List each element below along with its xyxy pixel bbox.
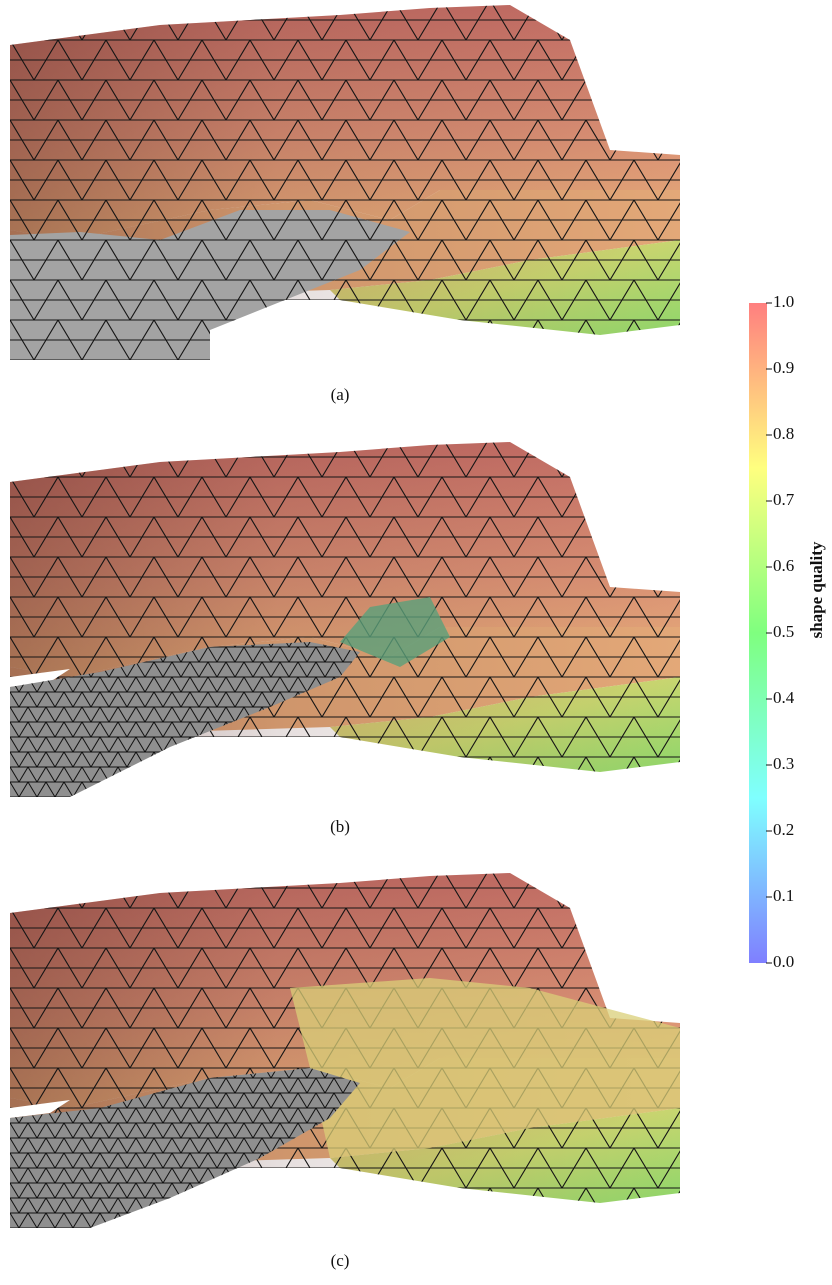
tick-label: 0.4 — [773, 688, 795, 707]
tick-label: 0.7 — [773, 490, 795, 509]
tick-label: 0.6 — [773, 556, 794, 575]
panel-a — [10, 5, 680, 360]
tick-label: 1.0 — [773, 292, 794, 311]
caption: (b) — [330, 817, 350, 836]
figure: (a) (b) (c) 0.00.10.20.30.40.50.60.70.80… — [0, 0, 832, 1280]
tick-label: 0.1 — [773, 886, 794, 905]
colorbar: 0.0 0.1 0.2 0.3 0.4 0.5 0.6 0.7 0.8 0.9 1.0 — [749, 292, 795, 971]
page: (a) (b) (c) 0.00.10.20.30.40.50.60.70.80… — [0, 0, 832, 1285]
panel-b — [10, 442, 680, 797]
panel-c — [10, 873, 680, 1228]
colorbar-fill — [749, 303, 767, 963]
tick-label: 0.0 — [773, 952, 794, 971]
tick-label: 0.8 — [773, 424, 794, 443]
caption: (c) — [331, 1251, 350, 1270]
tick-label: 0.3 — [773, 754, 794, 773]
tick-label: 0.2 — [773, 820, 794, 839]
caption: (a) — [331, 385, 350, 404]
tick-label: 0.5 — [773, 622, 794, 641]
colorbar-label: shape quality — [807, 541, 826, 638]
tick-label: 0.9 — [773, 358, 794, 377]
